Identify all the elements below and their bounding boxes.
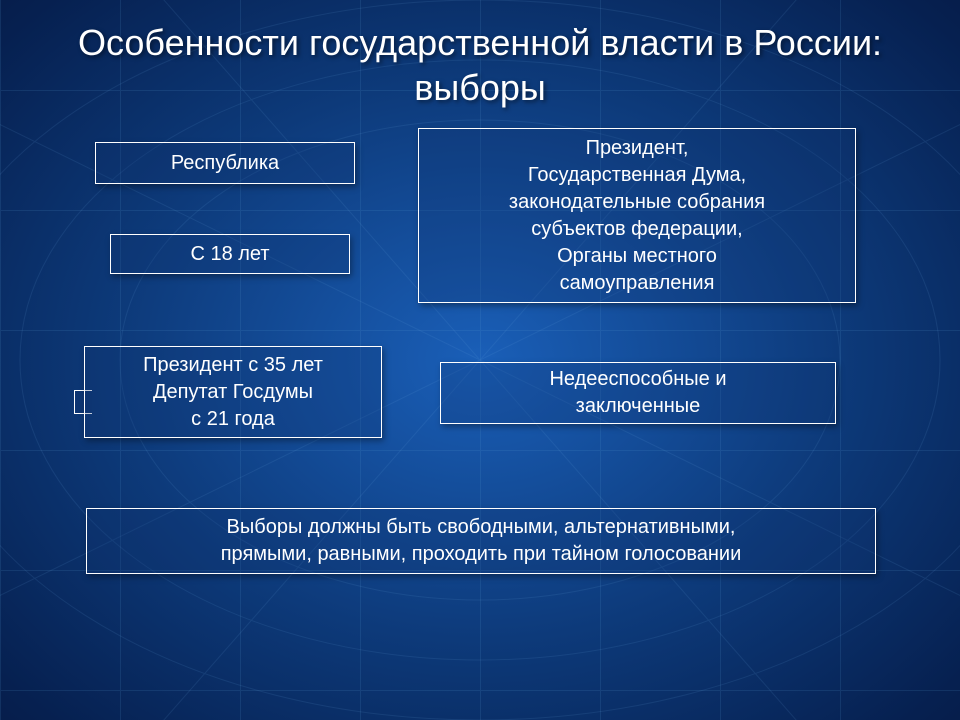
box-candidate-age-text: Президент с 35 лет Депутат Госдумы с 21 … [143, 352, 323, 433]
box-republic: Республика [95, 142, 355, 184]
box-principles: Выборы должны быть свободными, альтернат… [86, 508, 876, 574]
box-elected-bodies: Президент, Государственная Дума, законод… [418, 128, 856, 303]
box-excluded: Недееспособные и заключенные [440, 362, 836, 424]
box-principles-text: Выборы должны быть свободными, альтернат… [221, 514, 742, 568]
box-candidate-age: Президент с 35 лет Депутат Госдумы с 21 … [84, 346, 382, 438]
slide-title: Особенности государственной власти в Рос… [40, 20, 920, 110]
box-voting-age-text: С 18 лет [190, 241, 269, 268]
box-elected-bodies-text: Президент, Государственная Дума, законод… [509, 135, 765, 297]
slide: Особенности государственной власти в Рос… [0, 0, 960, 720]
box-excluded-text: Недееспособные и заключенные [549, 366, 726, 420]
box-voting-age: С 18 лет [110, 234, 350, 274]
box-republic-text: Республика [171, 150, 279, 177]
